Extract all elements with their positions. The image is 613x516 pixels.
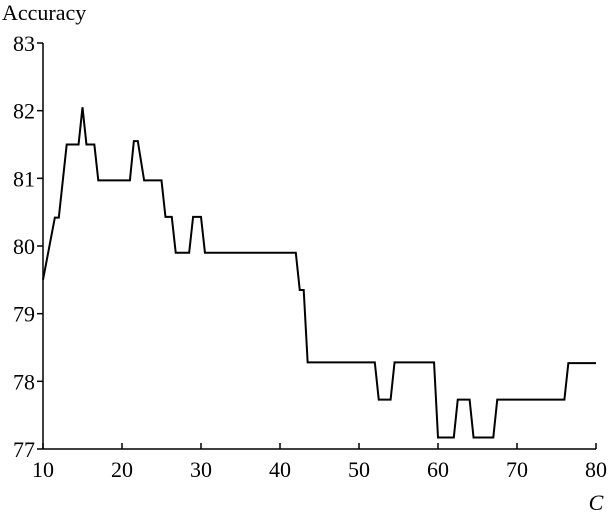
y-tick-label: 78 xyxy=(13,369,35,394)
y-tick-label: 77 xyxy=(13,437,35,462)
x-tick-label: 20 xyxy=(111,457,133,482)
x-tick-label: 30 xyxy=(190,457,212,482)
data-line xyxy=(42,107,596,439)
y-tick-label: 80 xyxy=(13,234,35,259)
x-tick-label: 40 xyxy=(269,457,291,482)
y-tick-label: 82 xyxy=(13,99,35,124)
x-tick-label: 80 xyxy=(585,457,607,482)
x-axis-label: C xyxy=(589,490,604,515)
x-tick-label: 50 xyxy=(348,457,370,482)
x-tick-label: 60 xyxy=(427,457,449,482)
y-axis-label: Accuracy xyxy=(2,0,86,25)
y-tick-label: 79 xyxy=(13,302,35,327)
x-tick-label: 10 xyxy=(32,457,54,482)
y-tick-label: 81 xyxy=(13,166,35,191)
y-tick-label: 83 xyxy=(13,31,35,56)
x-tick-label: 70 xyxy=(506,457,528,482)
